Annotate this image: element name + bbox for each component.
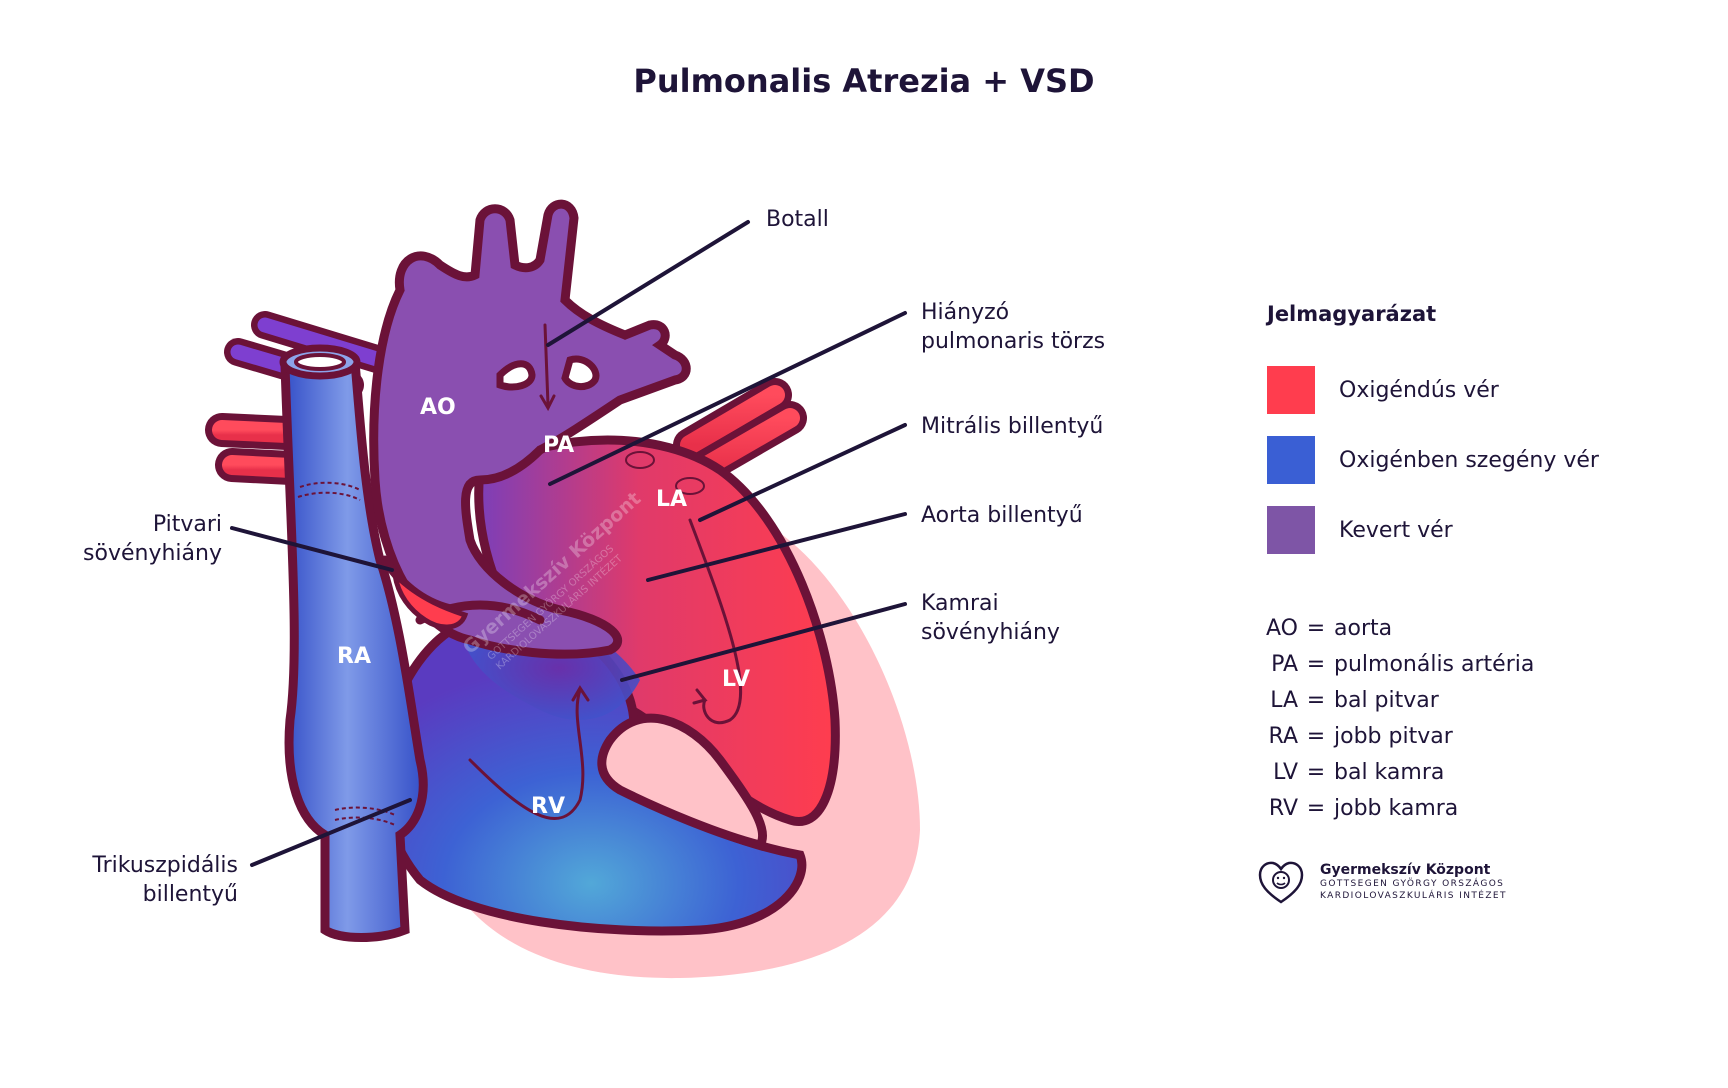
logo: Gyermekszív Központ GOTTSEGEN GYÖRGY ORS…: [1256, 858, 1507, 906]
legend-label-oxygenated: Oxigéndús vér: [1339, 377, 1499, 403]
label-vsd-line2: sövényhiány: [921, 620, 1060, 645]
legend-swatch-deoxygenated: [1267, 436, 1315, 484]
logo-text: Gyermekszív Központ GOTTSEGEN GYÖRGY ORS…: [1320, 862, 1507, 902]
lv-cavity: [597, 713, 768, 851]
leader-lines: [230, 220, 907, 867]
abbreviation-row: LV = bal kamra: [1254, 756, 1444, 788]
right-atrium: [280, 346, 428, 942]
abbreviation-row: RA = jobb pitvar: [1254, 720, 1453, 752]
legend-label-deoxygenated: Oxigénben szegény vér: [1339, 447, 1599, 473]
heart-logo-icon: [1258, 861, 1304, 904]
abbreviation-key: LA: [1270, 687, 1298, 713]
legend-item-oxygenated: Oxigéndús vér: [1267, 366, 1499, 414]
label-aortic-valve: Aorta billentyű: [921, 503, 1083, 528]
label-missing-pulmonary-trunk-line2: pulmonaris törzs: [921, 329, 1106, 354]
abbreviation-value: bal pitvar: [1334, 687, 1439, 713]
legend-item-mixed: Kevert vér: [1267, 506, 1453, 554]
abbreviation-value: aorta: [1334, 615, 1393, 641]
region-label-ra: RA: [337, 644, 371, 669]
abbreviation-value: jobb kamra: [1334, 795, 1459, 821]
region-label-ao: AO: [420, 395, 456, 420]
label-missing-pulmonary-trunk-line1: Hiányzó: [921, 300, 1010, 325]
logo-name: Gyermekszív Központ: [1320, 862, 1491, 878]
label-asd-line2: sövényhiány: [83, 541, 222, 566]
label-vsd-line1: Kamrai: [921, 591, 999, 616]
abbreviation-key: LV: [1273, 759, 1298, 785]
region-label-pa: PA: [543, 433, 574, 458]
label-tricuspid-valve-line2: billentyű: [142, 882, 238, 907]
page-title: Pulmonalis Atrezia + VSD: [633, 62, 1095, 100]
abbreviation-value: jobb pitvar: [1334, 723, 1453, 749]
abbreviation-value: bal kamra: [1334, 759, 1445, 785]
legend-swatch-oxygenated: [1267, 366, 1315, 414]
abbreviation-eq: =: [1306, 651, 1326, 677]
abbreviation-value: pulmonális artéria: [1334, 651, 1535, 677]
logo-subtitle-1: GOTTSEGEN GYÖRGY ORSZÁGOS: [1320, 879, 1505, 889]
legend-title: Jelmagyarázat: [1267, 302, 1437, 326]
legend-item-deoxygenated: Oxigénben szegény vér: [1267, 436, 1599, 484]
legend-label-mixed: Kevert vér: [1339, 517, 1453, 543]
abbreviation-key: RA: [1268, 723, 1298, 749]
asd-red-patch: [391, 567, 469, 630]
abbreviation-key: PA: [1271, 651, 1298, 677]
abbreviation-row: PA = pulmonális artéria: [1254, 648, 1534, 680]
label-botall: Botall: [766, 207, 829, 232]
legend-swatch-mixed: [1267, 506, 1315, 554]
pulmonary-veins-right: [673, 378, 807, 487]
label-asd-line1: Pitvari: [152, 512, 222, 537]
abbreviation-eq: =: [1306, 615, 1326, 641]
region-label-rv: RV: [531, 794, 565, 819]
abbreviation-row: RV = jobb kamra: [1254, 792, 1458, 824]
region-label-lv: LV: [722, 667, 750, 692]
abbreviation-key: RV: [1268, 795, 1298, 821]
label-tricuspid-valve-line1: Trikuszpidális: [92, 853, 238, 878]
abbreviation-eq: =: [1306, 795, 1326, 821]
region-label-la: LA: [656, 487, 687, 512]
valves: [297, 451, 705, 826]
logo-subtitle-2: KARDIOLOVASZKULÁRIS INTÉZET: [1320, 891, 1507, 901]
abbreviation-eq: =: [1306, 687, 1326, 713]
label-mitral-valve: Mitrális billentyű: [921, 414, 1104, 439]
abbreviation-eq: =: [1306, 759, 1326, 785]
abbreviation-row: AO = aorta: [1254, 612, 1392, 644]
abbreviation-key: AO: [1266, 615, 1298, 641]
arch-window-right: [561, 355, 600, 390]
flow-arrows: [468, 323, 743, 820]
aorta: [369, 199, 691, 659]
abbreviation-eq: =: [1306, 723, 1326, 749]
arch-window-left: [496, 360, 536, 391]
abbreviation-row: LA = bal pitvar: [1254, 684, 1439, 716]
